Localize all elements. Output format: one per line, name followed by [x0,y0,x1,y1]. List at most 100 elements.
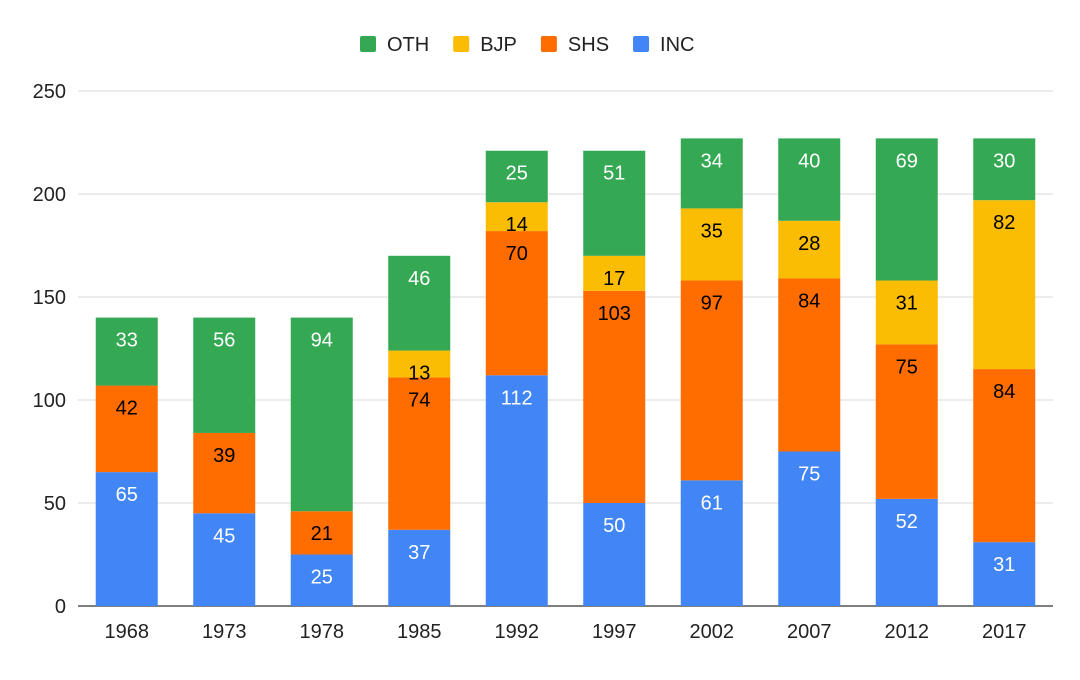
y-axis: 0 50 100 150 200 250 [33,81,66,618]
bar-bjp [778,220,841,279]
data-label: 75 [896,356,918,378]
bar-inc [485,375,548,606]
data-label: 74 [408,389,430,411]
data-label: 61 [701,492,723,514]
bar-inc [388,529,451,606]
data-label: 84 [798,290,820,312]
data-label: 103 [598,303,631,325]
x-tick-label: 2012 [885,621,930,643]
bar-shs [193,432,256,514]
data-label: 42 [116,398,138,420]
data-label: 39 [213,445,235,467]
bar-shs [680,280,743,481]
bar-inc [875,498,938,606]
data-label: 14 [506,214,528,236]
x-tick-label: 1992 [495,621,540,643]
data-label: 50 [603,515,625,537]
bar-shs [388,377,451,530]
bar-oth [290,317,353,512]
bar-inc [193,513,256,606]
data-label: 21 [311,523,333,545]
data-label: 33 [116,330,138,352]
data-label: 25 [311,567,333,589]
x-tick-label: 2002 [690,621,735,643]
legend: OTH BJP SHS INC [360,34,694,56]
data-label: 94 [311,330,333,352]
bar-shs [875,344,938,499]
data-label: 25 [506,163,528,185]
bar-bjp [680,208,743,281]
bar-bjp [388,350,451,378]
y-tick-label: 50 [44,493,66,515]
bar-oth [583,150,646,256]
x-tick-label: 1997 [592,621,637,643]
bar-inc [583,503,646,606]
bar-oth [485,150,548,203]
legend-swatch-inc [633,36,650,52]
bar-bjp [583,255,646,291]
bar-shs [95,385,158,473]
data-labels: 65 42 33 45 39 56 25 21 94 37 74 13 46 112 70 14 25 50 103… [116,150,1016,588]
legend-label: OTH [387,34,429,56]
data-label: 35 [701,220,723,242]
data-label: 13 [408,363,430,385]
bar-bjp [973,200,1036,370]
bars [95,138,1036,606]
data-label: 31 [896,293,918,315]
data-label: 34 [701,150,723,172]
x-tick-label: 1968 [105,621,150,643]
y-tick-label: 200 [33,184,66,206]
bar-oth [388,255,451,351]
data-label: 112 [501,387,533,409]
data-label: 17 [603,268,625,290]
bar-bjp [485,202,548,232]
x-tick-label: 1978 [300,621,345,643]
y-tick-label: 150 [33,287,66,309]
data-label: 51 [603,163,625,185]
legend-label: INC [660,34,694,56]
data-label: 31 [993,554,1015,576]
bar-oth [95,317,158,386]
data-label: 75 [798,464,820,486]
x-tick-label: 2017 [982,621,1027,643]
legend-swatch-oth [360,36,376,52]
bar-bjp [875,280,938,345]
bar-shs [973,369,1036,543]
x-tick-label: 1985 [397,621,442,643]
x-tick-label: 1973 [202,621,247,643]
data-label: 37 [408,542,430,564]
bar-oth [973,138,1036,201]
bar-shs [290,511,353,555]
data-label: 45 [213,525,235,547]
data-label: 97 [701,293,723,315]
bar-inc [778,451,841,606]
bar-oth [875,138,938,281]
bar-oth [680,138,743,209]
data-label: 28 [798,233,820,255]
bar-oth [193,317,256,433]
data-label: 65 [116,484,138,506]
x-axis: 1968 1973 1978 1985 1992 1997 2002 2007 2012 2017 [105,621,1027,643]
bar-shs [583,290,646,503]
bar-shs [778,278,841,452]
bar-oth [778,138,841,221]
data-label: 56 [213,330,235,352]
data-label: 82 [993,212,1015,234]
y-tick-label: 0 [55,596,66,618]
bar-inc [680,480,743,606]
data-label: 46 [408,268,430,290]
bar-inc [973,542,1036,606]
bar-inc [290,554,353,606]
bar-inc [95,472,158,606]
data-label: 84 [993,381,1015,403]
data-label: 30 [993,150,1015,172]
legend-label: SHS [568,34,609,56]
data-label: 40 [798,150,820,172]
legend-label: BJP [480,34,517,56]
bar-shs [485,231,548,376]
y-tick-label: 250 [33,81,66,103]
data-label: 69 [896,150,918,172]
data-label: 52 [896,511,918,533]
legend-swatch-bjp [453,36,470,52]
